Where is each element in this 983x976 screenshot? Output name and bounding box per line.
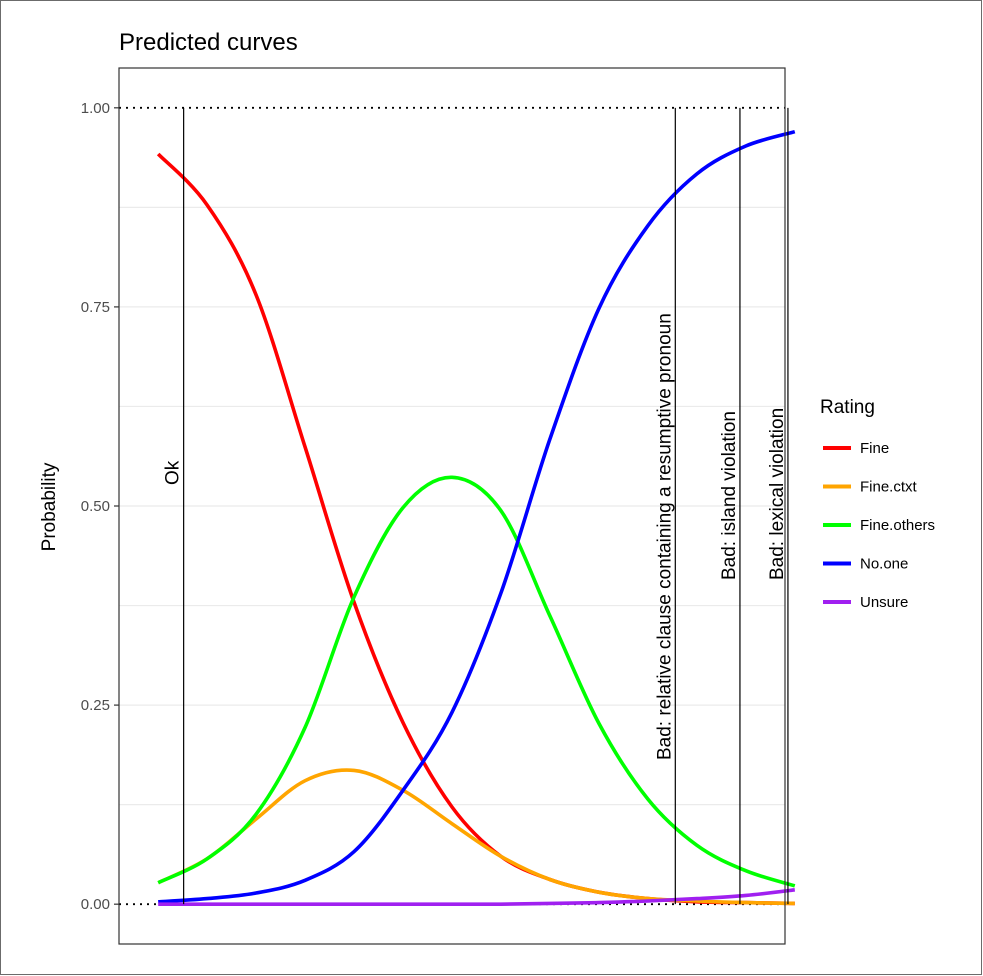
y-tick-label: 0.75 bbox=[81, 299, 110, 316]
vertical-marker-label: Bad: relative clause containing a resump… bbox=[654, 313, 675, 760]
legend-entry-label: Fine.others bbox=[860, 517, 935, 534]
y-tick-label: 1.00 bbox=[81, 100, 110, 117]
legend: Rating Fine Fine.ctxt Fine.others No.one Uns… bbox=[820, 397, 935, 611]
series-line-fine bbox=[156, 152, 795, 906]
series-line-fine-ctxt bbox=[157, 768, 795, 906]
y-tick-label: 0.50 bbox=[81, 498, 110, 515]
vertical-markers bbox=[183, 107, 789, 905]
y-axis-label: Probability bbox=[39, 462, 60, 551]
legend-title: Rating bbox=[820, 397, 875, 418]
vertical-marker-label: Bad: lexical violation bbox=[767, 408, 788, 580]
y-tick-label: 0.25 bbox=[81, 697, 110, 714]
vertical-marker-label: Ok bbox=[163, 460, 184, 485]
y-axis-ticks: 0.00 0.25 0.50 0.75 1.00 bbox=[81, 100, 119, 913]
vertical-marker-labels: Ok Bad: relative clause containing a resu… bbox=[163, 313, 788, 760]
series-line-unsure bbox=[158, 888, 796, 907]
series-lines bbox=[156, 129, 796, 907]
legend-entry-label: Unsure bbox=[860, 594, 908, 611]
series-line-fine-others bbox=[157, 475, 796, 888]
vertical-marker-label: Bad: island violation bbox=[719, 411, 740, 580]
legend-entry-label: Fine bbox=[860, 440, 889, 457]
reference-lines bbox=[119, 106, 785, 906]
minor-gridlines bbox=[119, 206, 785, 806]
series-line-no-one bbox=[158, 129, 796, 904]
legend-entry-label: Fine.ctxt bbox=[860, 479, 918, 496]
legend-entry-label: No.one bbox=[860, 556, 908, 573]
y-tick-label: 0.00 bbox=[81, 896, 110, 913]
chart-title: Predicted curves bbox=[119, 29, 298, 56]
